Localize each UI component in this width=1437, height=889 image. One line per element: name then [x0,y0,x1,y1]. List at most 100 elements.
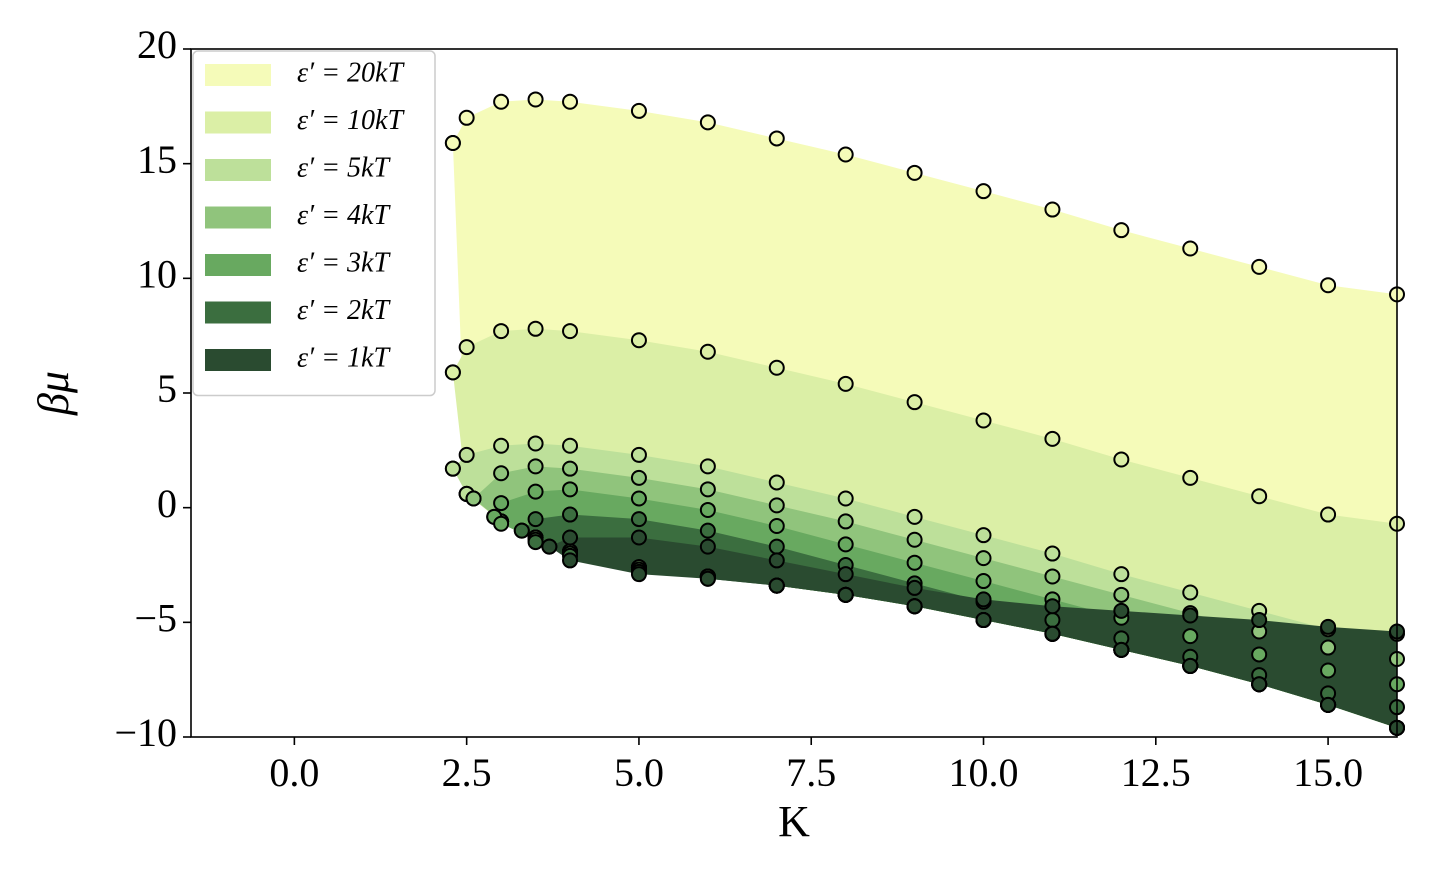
marker [837,490,854,507]
marker [527,534,544,551]
marker [493,515,510,532]
marker [562,552,579,569]
marker [768,538,785,555]
legend-swatch [205,301,271,324]
marker [1044,598,1061,615]
marker [1182,607,1199,624]
marker [527,511,544,528]
marker [1044,568,1061,585]
marker [1113,566,1130,583]
x-tick-label: 5.0 [614,750,664,795]
marker [1113,451,1130,468]
marker [630,490,647,507]
marker [1182,628,1199,645]
x-tick-label: 7.5 [786,750,836,795]
y-axis-label: βμ [29,371,78,416]
marker [562,460,579,477]
marker [493,495,510,512]
marker [699,501,716,518]
legend-label: ε′ = 2kT [297,295,391,326]
legend-label: ε′ = 1kT [297,342,391,373]
marker [1251,488,1268,505]
legend-swatch [205,349,271,371]
marker [513,522,530,539]
legend-swatch [205,254,271,276]
y-tick-label: 10 [137,252,177,297]
marker [444,364,461,381]
marker [975,591,992,608]
marker [562,93,579,110]
marker [465,490,482,507]
marker [975,183,992,200]
marker [1044,612,1061,629]
marker [1182,584,1199,601]
marker [630,511,647,528]
marker [630,566,647,583]
marker [493,93,510,110]
legend-label: ε′ = 3kT [297,247,391,278]
legend-label: ε′ = 10kT [297,105,405,136]
marker [906,164,923,181]
marker [527,320,544,337]
marker [837,513,854,530]
marker [458,339,475,356]
marker [562,529,579,546]
marker [1044,430,1061,447]
x-tick-label: 15.0 [1293,750,1363,795]
x-tick-label: 2.5 [442,750,492,795]
marker [699,458,716,475]
marker [1182,240,1199,257]
marker [458,446,475,463]
marker [493,465,510,482]
marker [1044,545,1061,562]
marker [906,508,923,525]
x-tick-label: 12.5 [1121,750,1191,795]
marker [906,531,923,548]
marker [630,529,647,546]
x-axis-label: K [778,797,810,846]
marker [1113,641,1130,658]
marker [562,481,579,498]
legend-swatch [205,206,271,229]
legend-label: ε′ = 5kT [297,152,391,183]
marker [837,586,854,603]
marker [837,146,854,163]
marker [527,435,544,452]
marker [1113,222,1130,239]
marker [493,437,510,454]
marker [768,359,785,376]
marker [1320,277,1337,294]
marker [906,554,923,571]
marker [768,552,785,569]
marker [975,612,992,629]
marker [906,579,923,596]
marker [837,375,854,392]
legend-label: ε′ = 4kT [297,200,391,231]
legend-swatch [205,64,271,86]
marker [699,343,716,360]
marker [1044,201,1061,218]
marker [493,323,510,340]
marker [541,538,558,555]
marker [630,469,647,486]
marker [1113,602,1130,619]
marker [562,506,579,523]
y-tick-label: 0 [157,481,177,526]
marker [444,135,461,152]
marker [458,109,475,126]
marker [768,130,785,147]
marker [975,527,992,544]
marker [699,570,716,587]
marker [837,536,854,553]
marker [562,437,579,454]
marker [1182,469,1199,486]
marker [975,573,992,590]
marker [837,566,854,583]
marker [562,323,579,340]
marker [630,102,647,119]
marker [768,474,785,491]
marker [699,114,716,131]
y-tick-label: 20 [137,22,177,67]
